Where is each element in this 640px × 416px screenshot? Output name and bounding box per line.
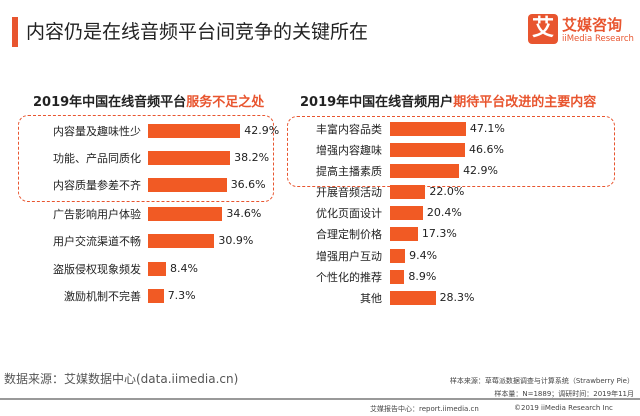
left-category-label: 内容质量参差不齐 <box>53 179 141 192</box>
right-value-label: 28.3% <box>439 291 475 304</box>
left-value-label: 7.3% <box>167 289 196 302</box>
left-title-highlight: 服务不足之处 <box>186 95 265 110</box>
right-value-label: 20.4% <box>426 206 462 219</box>
left-highlight-box <box>18 115 274 202</box>
logo-cn: 艾媒咨询 <box>562 16 623 34</box>
left-value-label: 38.2% <box>234 151 270 164</box>
logo: 艾 艾媒咨询 iiMedia Research <box>528 12 634 48</box>
right-category-label: 合理定制价格 <box>316 228 382 241</box>
right-value-label: 22.0% <box>429 185 465 198</box>
right-category-label: 增强内容趣味 <box>316 144 382 157</box>
left-bar <box>148 178 227 192</box>
left-category-label: 内容量及趣味性少 <box>53 125 141 138</box>
left-value-label: 30.9% <box>218 234 254 247</box>
footer-rule <box>0 398 640 400</box>
left-bar <box>148 151 231 165</box>
right-bar <box>390 206 423 220</box>
copyright: ©2019 iiMedia Research Inc <box>514 404 613 412</box>
right-title-main: 2019年中国在线音频用户 <box>300 95 454 110</box>
left-category-label: 激励机制不完善 <box>64 290 141 303</box>
left-bar <box>148 124 241 138</box>
right-bar <box>390 249 406 263</box>
right-value-label: 9.4% <box>409 249 438 262</box>
right-category-label: 其他 <box>360 292 382 305</box>
right-category-label: 增强用户互动 <box>316 250 382 263</box>
right-value-label: 17.3% <box>421 227 457 240</box>
right-bar <box>390 227 418 241</box>
right-category-label: 提高主播素质 <box>316 165 382 178</box>
right-category-label: 优化页面设计 <box>316 207 382 220</box>
left-value-label: 8.4% <box>170 262 198 275</box>
sample-info: 样本量：N=1889；调研时间：2019年11月 <box>494 390 634 398</box>
title-accent <box>12 17 18 47</box>
data-source: 数据来源：艾媒数据中心(data.iimedia.cn) <box>4 372 239 386</box>
left-category-label: 用户交流渠道不畅 <box>53 235 141 248</box>
left-bar <box>148 289 164 303</box>
right-bar <box>390 270 405 284</box>
right-category-label: 丰富内容品类 <box>316 123 382 136</box>
left-category-label: 广告影响用户体验 <box>53 208 141 221</box>
sample-source: 样本来源：草莓派数据调查与计算系统（Strawberry Pie） <box>449 377 634 385</box>
right-category-label: 个性化的推荐 <box>316 271 382 284</box>
right-bar <box>390 291 436 305</box>
left-category-label: 功能、产品同质化 <box>53 152 141 165</box>
right-title-highlight: 期待平台改进的主要内容 <box>453 95 597 110</box>
report-link[interactable]: 艾媒报告中心：report.iimedia.cn <box>370 405 479 413</box>
right-value-label: 8.9% <box>408 270 437 283</box>
right-bar <box>390 185 426 199</box>
left-value-label: 34.6% <box>226 207 262 220</box>
left-bar <box>148 262 167 276</box>
right-value-label: 46.6% <box>469 143 504 156</box>
right-value-label: 47.1% <box>469 122 505 135</box>
right-bar <box>390 143 466 157</box>
right-category-label: 开展音频活动 <box>316 186 382 199</box>
page-title: 内容仍是在线音频平台间竞争的关键所在 <box>26 21 369 43</box>
left-category-label: 盗版侵权现象频发 <box>53 263 141 276</box>
right-chart-title: 2019年中国在线音频用户期待平台改进的主要内容 <box>300 91 596 110</box>
right-value-label: 42.9% <box>463 164 499 177</box>
left-value-label: 42.9% <box>244 124 280 137</box>
right-highlight-box <box>287 116 615 187</box>
logo-en: iiMedia Research <box>562 34 634 44</box>
left-title-main: 2019年中国在线音频平台 <box>33 95 187 110</box>
right-bar <box>390 164 460 178</box>
logo-mark: 艾 <box>528 14 558 44</box>
left-bar <box>148 207 223 221</box>
left-value-label: 36.6% <box>230 178 266 191</box>
left-bar <box>148 234 215 248</box>
right-bar <box>390 122 466 136</box>
left-chart-title: 2019年中国在线音频平台服务不足之处 <box>33 91 264 110</box>
